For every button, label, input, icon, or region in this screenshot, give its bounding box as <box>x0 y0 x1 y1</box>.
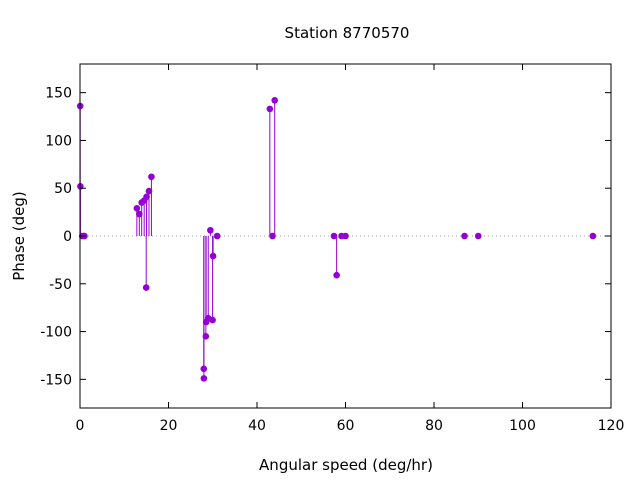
y-tick-label: 100 <box>45 133 72 149</box>
data-point <box>135 210 143 218</box>
data-point <box>207 226 214 234</box>
data-point <box>333 271 340 279</box>
data-point <box>269 232 276 240</box>
axis-ticks: 0 20 40 60 80 100 120 -150 -100 -50 0 50 100 150 <box>40 64 624 434</box>
y-axis-title: Phase (deg) <box>10 191 28 281</box>
y-tick-label: -150 <box>40 372 72 388</box>
x-tick-label: 20 <box>160 418 178 434</box>
y-tick-label: 50 <box>54 181 72 197</box>
x-tick-label: 60 <box>337 418 355 434</box>
x-tick-label: 40 <box>248 418 266 434</box>
data-point <box>209 252 217 260</box>
y-tick-label: 0 <box>63 229 72 245</box>
x-tick-label: 100 <box>509 418 536 434</box>
data-point <box>589 232 597 240</box>
data-point <box>342 232 349 240</box>
data-marks <box>76 97 597 382</box>
data-point <box>148 173 155 181</box>
data-point <box>213 232 221 240</box>
data-point <box>133 204 141 212</box>
data-point <box>142 284 150 291</box>
data-point <box>200 375 208 382</box>
chart-title: Station 8770570 <box>285 24 410 42</box>
x-tick-label: 120 <box>598 418 625 434</box>
data-point <box>266 105 274 113</box>
x-tick-label: 0 <box>76 418 85 434</box>
data-point <box>330 232 338 240</box>
x-axis-title: Angular speed (deg/hr) <box>259 456 433 474</box>
y-tick-label: -50 <box>49 277 72 293</box>
y-tick-label: 150 <box>45 86 72 102</box>
x-tick-label: 80 <box>425 418 443 434</box>
data-point <box>474 232 482 240</box>
data-point <box>209 316 216 324</box>
data-point <box>461 232 468 240</box>
data-point <box>202 333 210 340</box>
data-point <box>271 97 279 104</box>
data-point <box>143 193 150 201</box>
y-tick-label: -100 <box>40 325 72 341</box>
data-point <box>145 187 153 195</box>
